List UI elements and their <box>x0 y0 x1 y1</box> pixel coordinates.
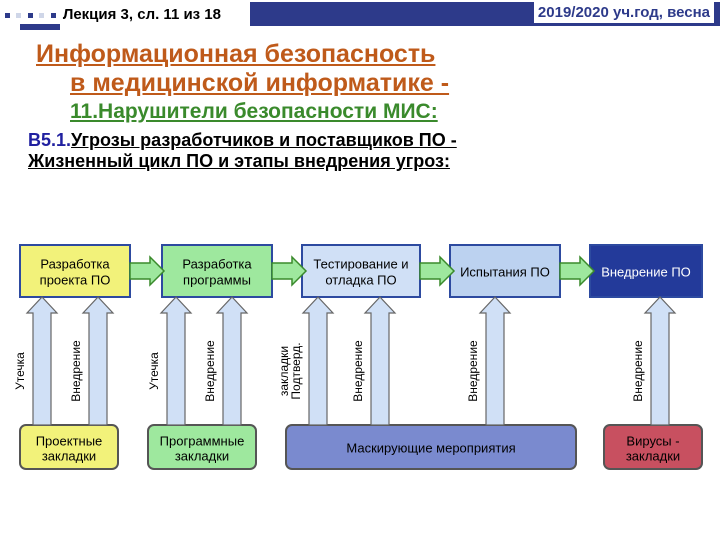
threat-label: закладки <box>42 448 96 463</box>
stage-label: проекта ПО <box>40 272 111 287</box>
logo-sq <box>5 13 10 18</box>
up-arrow-icon <box>83 297 113 425</box>
subtitle-rest: Угрозы разработчиков и поставщиков ПО - <box>71 130 457 150</box>
threat-label: Маскирующие мероприятия <box>346 440 515 455</box>
logo-squares <box>4 5 57 23</box>
stage-label: Разработка <box>40 256 110 271</box>
stage-label: Разработка <box>182 256 252 271</box>
arrow-label: закладки <box>277 346 291 396</box>
subtitle-threats-line2: Жизненный цикл ПО и этапы внедрения угро… <box>28 151 720 172</box>
subtitle-prefix: В5.1. <box>28 130 71 150</box>
arrow-label: Внедрение <box>351 340 365 402</box>
page-title-line2: в медицинской информатике - <box>70 69 720 98</box>
arrow-label: Внедрение <box>466 340 480 402</box>
arrow-label: Утечка <box>147 352 161 390</box>
up-arrow-icon <box>161 297 191 425</box>
up-arrow-icon <box>645 297 675 425</box>
arrow-label: Внедрение <box>631 340 645 402</box>
up-arrow-icon <box>303 297 333 425</box>
term-label: 2019/2020 уч.год, весна <box>534 2 714 23</box>
logo-sq <box>39 13 44 18</box>
threat-label: Программные <box>160 433 245 448</box>
logo-sq <box>16 13 21 18</box>
stage-label: Внедрение ПО <box>601 264 691 279</box>
up-arrow-icon <box>217 297 247 425</box>
lifecycle-diagram: Разработкапроекта ПОРазработкапрограммыТ… <box>0 215 720 535</box>
threat-label: Вирусы - <box>626 433 679 448</box>
stage-label: отладка ПО <box>325 272 396 287</box>
threat-label: закладки <box>175 448 229 463</box>
stage-label: программы <box>183 272 251 287</box>
logo-sq <box>51 13 56 18</box>
flow-arrow-icon <box>420 257 454 285</box>
stage-label: Тестирование и <box>313 256 408 271</box>
subtitle-green: 11.Нарушители безопасности МИС: <box>70 100 720 124</box>
stage-label: Испытания ПО <box>460 264 550 279</box>
flow-arrow-icon <box>272 257 306 285</box>
threat-label: закладки <box>626 448 680 463</box>
logo-sq <box>28 13 33 18</box>
arrow-label: Подтверд. <box>289 342 303 399</box>
arrow-label: Внедрение <box>69 340 83 402</box>
up-arrow-icon <box>365 297 395 425</box>
slide-indicator: Лекция 3, сл. 11 из 18 <box>63 6 221 23</box>
page-title-line1: Информационная безопасность <box>36 40 720 69</box>
threat-label: Проектные <box>36 433 103 448</box>
arrow-label: Внедрение <box>203 340 217 402</box>
header-accent <box>20 24 60 30</box>
up-arrow-icon <box>27 297 57 425</box>
slide-header: Лекция 3, сл. 11 из 18 2019/2020 уч.год,… <box>0 0 720 28</box>
subtitle-threats-line1: В5.1.Угрозы разработчиков и поставщиков … <box>28 130 720 151</box>
arrow-label: Утечка <box>13 352 27 390</box>
up-arrow-icon <box>480 297 510 425</box>
flow-arrow-icon <box>560 257 594 285</box>
flow-arrow-icon <box>130 257 164 285</box>
